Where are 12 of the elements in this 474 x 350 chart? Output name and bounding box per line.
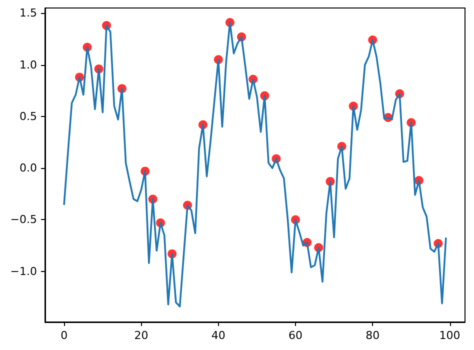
x-tick-label: 0 <box>60 329 68 342</box>
x-tick-label: 20 <box>134 329 148 342</box>
y-tick-label: 0.5 <box>20 110 37 123</box>
y-tick-label: 1.0 <box>20 58 37 72</box>
x-tick-label: 100 <box>439 329 460 342</box>
x-tick-label: 80 <box>366 329 380 342</box>
x-tick-label: 40 <box>211 329 226 342</box>
x-tick-label: 60 <box>288 329 302 342</box>
y-tick-label: −1.0 <box>10 264 37 278</box>
y-tick-label: 1.5 <box>20 6 37 20</box>
y-tick-label: 0.0 <box>20 162 37 175</box>
y-tick-label: −0.5 <box>10 213 37 226</box>
